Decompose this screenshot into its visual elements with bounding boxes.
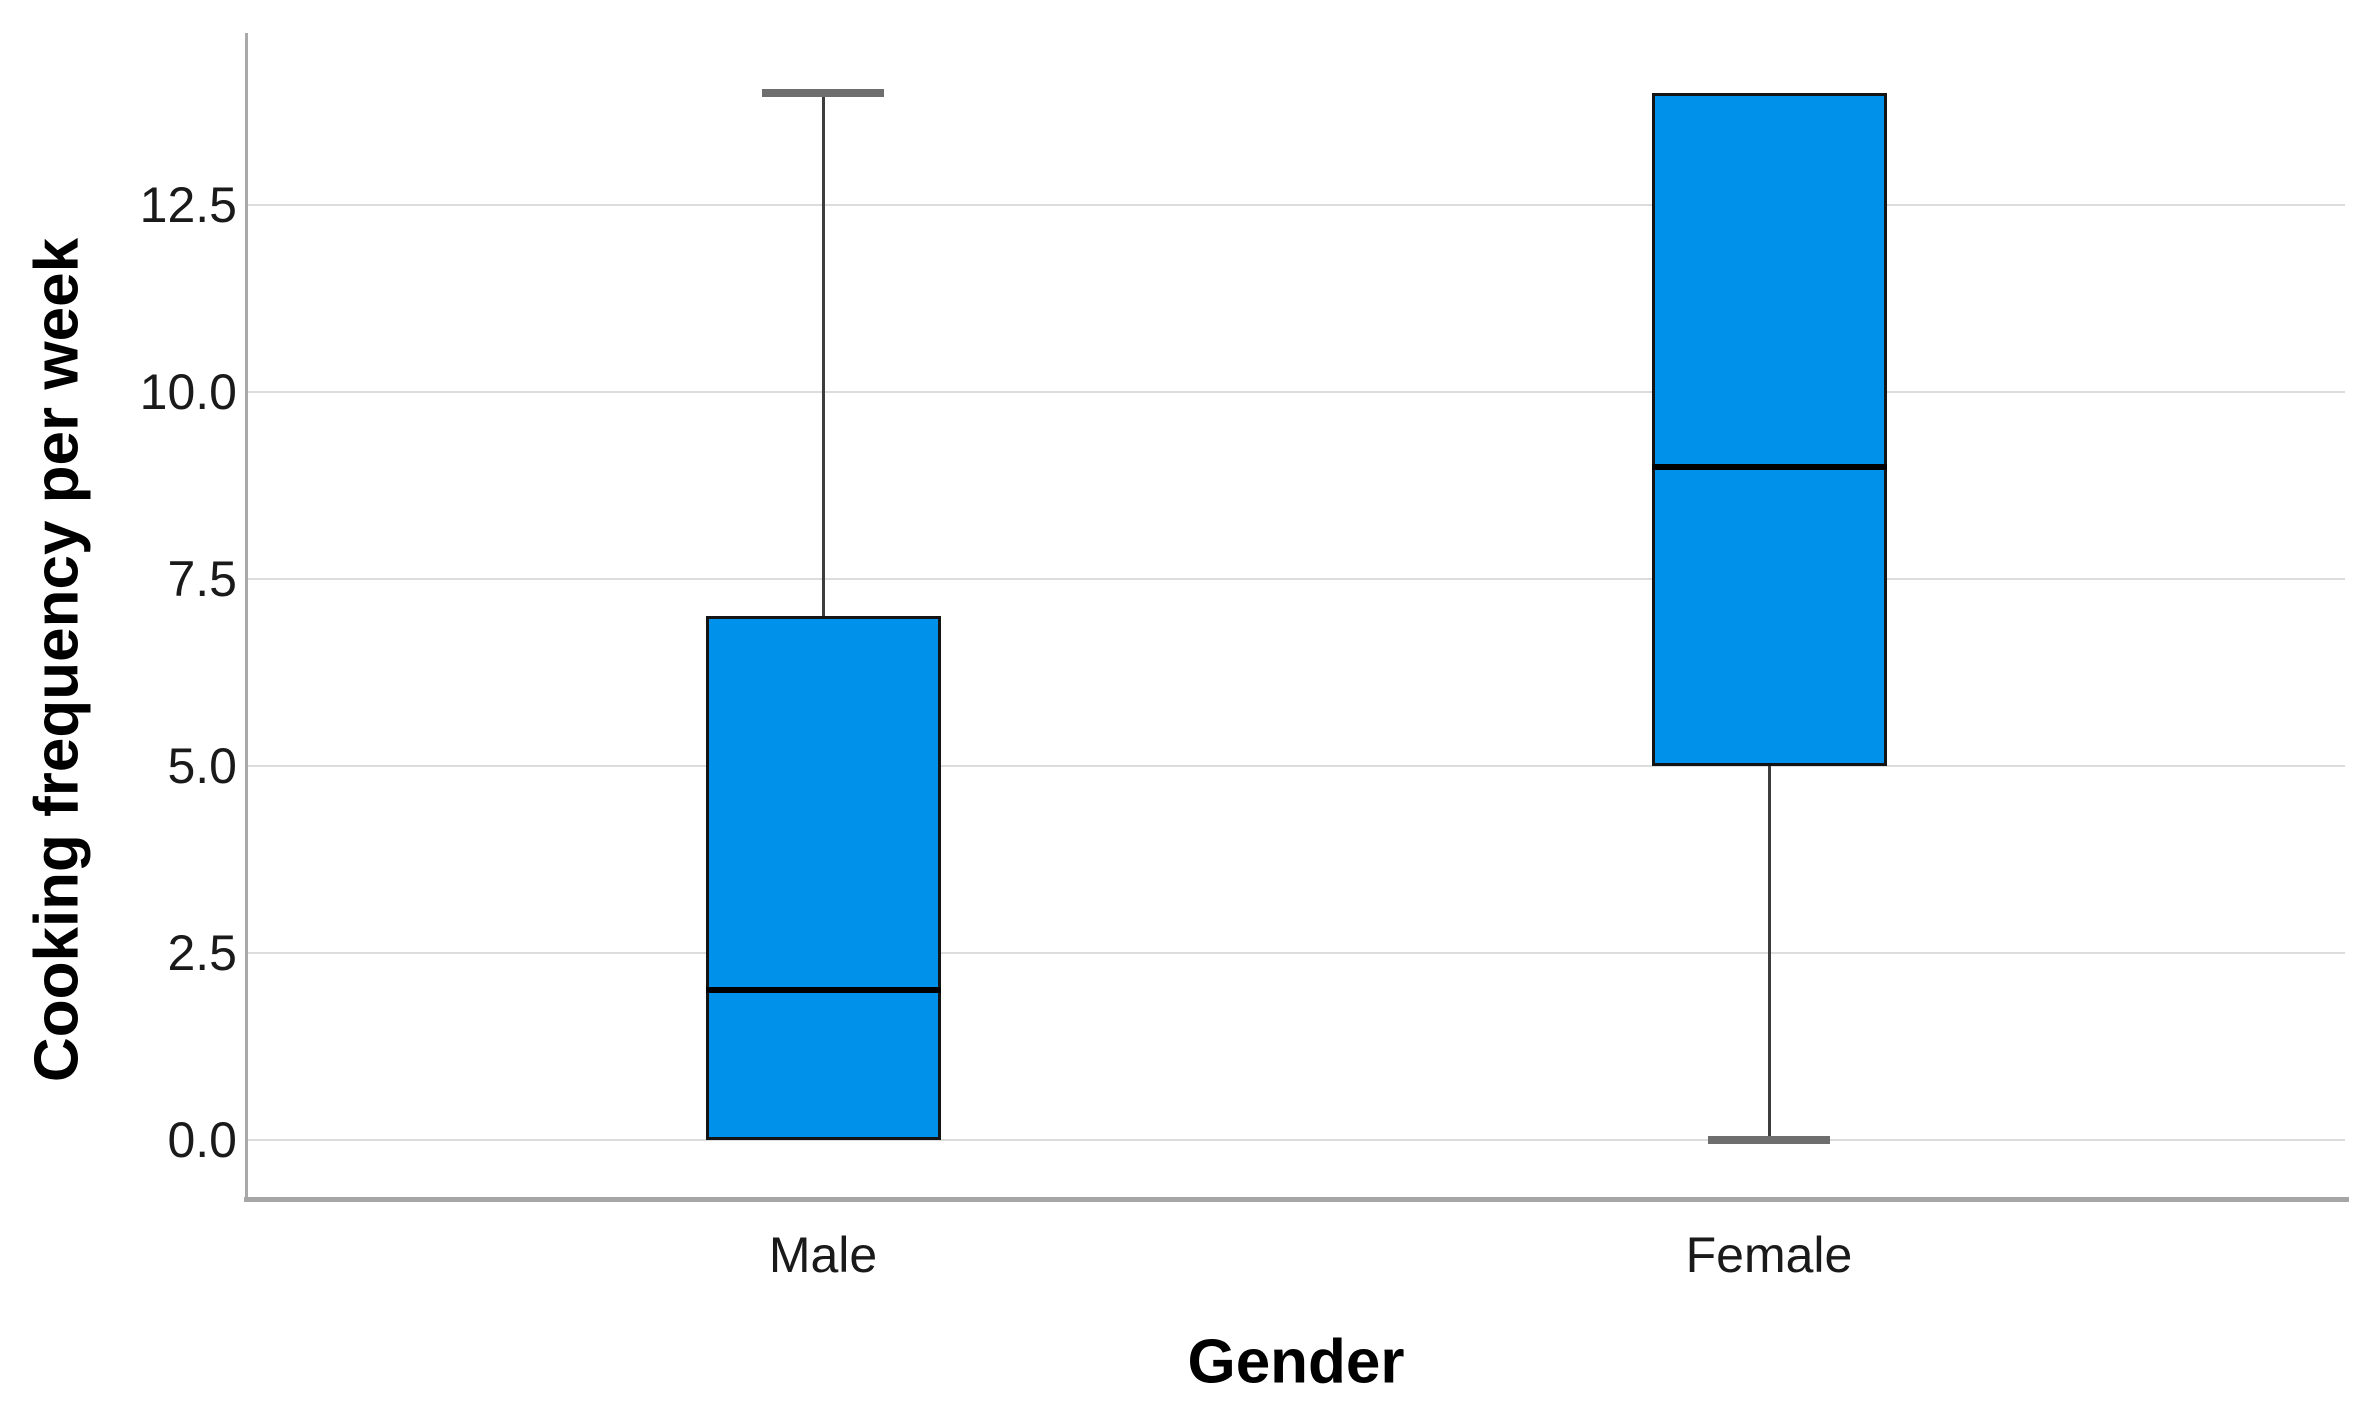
x-category-label-male: Male	[768, 1227, 878, 1283]
y-tick-label: 12.5	[139, 177, 237, 233]
y-axis-title: Cooking frequency per week	[22, 237, 92, 1083]
y-tick-label: 2.5	[167, 925, 237, 981]
lower-whisker-cap-female	[1708, 1136, 1830, 1144]
gridline-y-2.5	[246, 952, 2345, 954]
median-line-male	[705, 987, 941, 994]
upper-whisker-male	[821, 92, 825, 617]
y-tick-label: 7.5	[167, 551, 237, 607]
y-axis-line	[245, 33, 248, 1202]
x-category-label-female: Female	[1685, 1227, 1853, 1283]
y-tick-label: 10.0	[139, 364, 237, 420]
gridline-y-0.0	[246, 1139, 2345, 1141]
upper-whisker-cap-male	[762, 88, 884, 97]
y-tick-label: 0.0	[167, 1112, 237, 1168]
x-axis-title: Gender	[1187, 1327, 1405, 1397]
gridline-y-10.0	[246, 391, 2345, 393]
gridline-y-5.0	[246, 765, 2345, 767]
gridline-y-7.5	[246, 578, 2345, 580]
box-female	[1651, 92, 1887, 766]
x-axis-line	[244, 1197, 2349, 1202]
y-tick-label: 5.0	[167, 738, 237, 794]
gridline-y-12.5	[246, 204, 2345, 206]
lower-whisker-female	[1767, 766, 1771, 1140]
median-line-female	[1651, 463, 1887, 470]
box-male	[705, 616, 941, 1140]
